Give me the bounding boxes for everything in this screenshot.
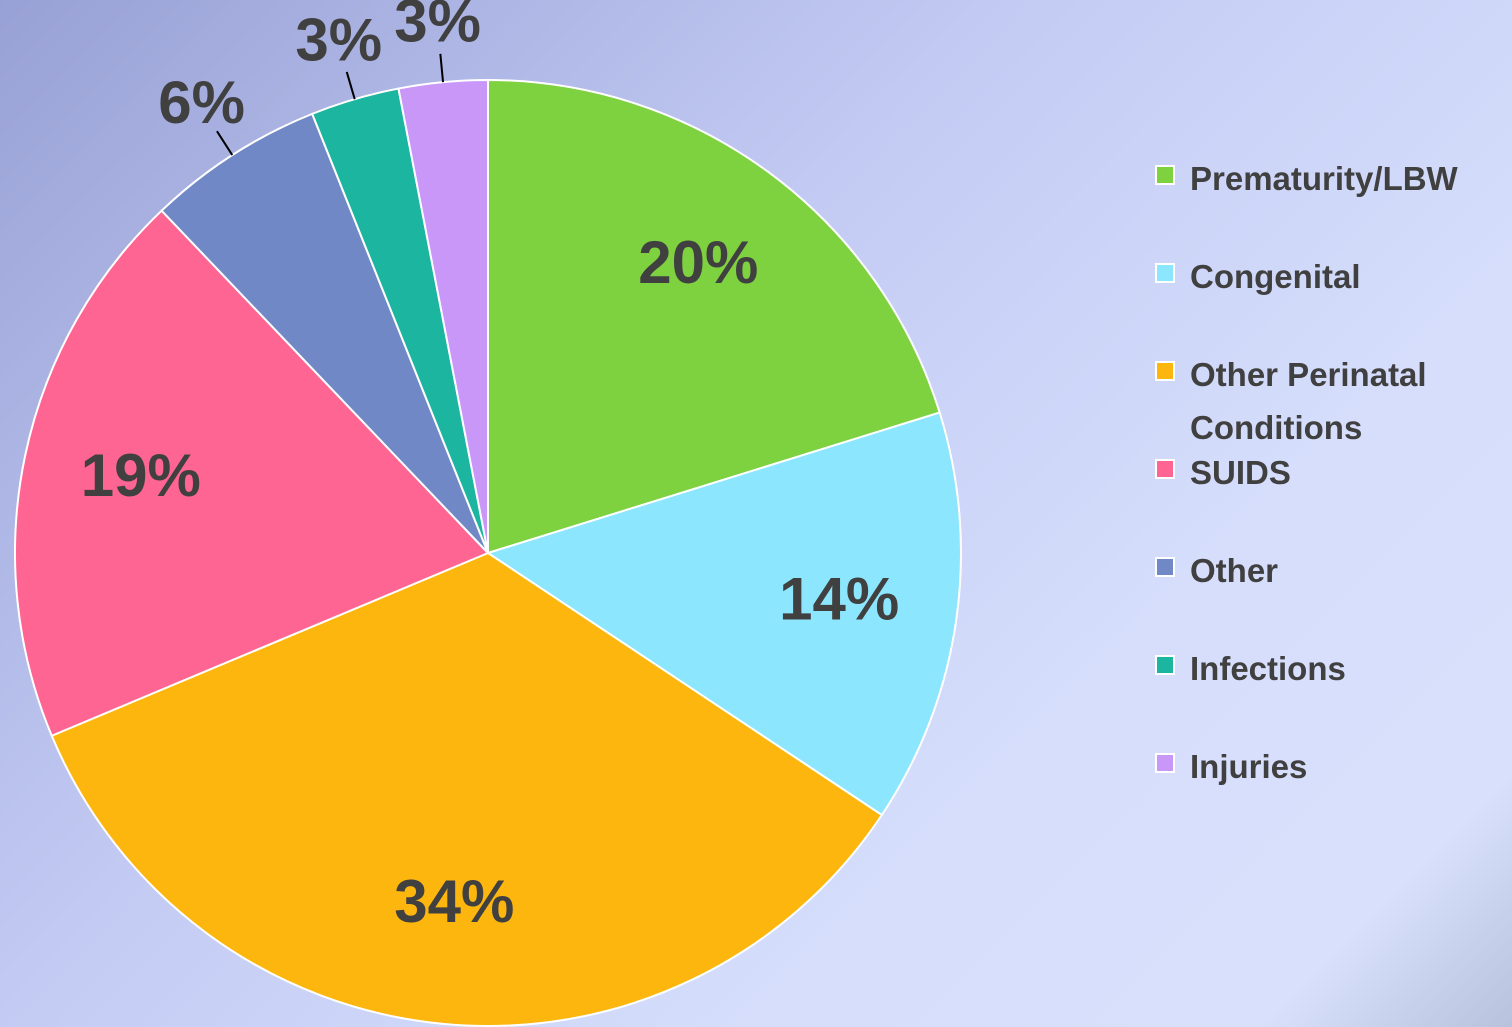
value-label: 3% — [295, 7, 382, 74]
legend-item: Prematurity/LBW — [1155, 152, 1495, 250]
legend-item: Congenital — [1155, 250, 1495, 348]
pie-slice — [14, 209, 490, 738]
legend-item: Other — [1155, 544, 1495, 642]
pie-slice — [50, 551, 884, 1027]
legend-swatch — [1155, 165, 1175, 185]
pie-slice — [397, 78, 489, 554]
legend-swatch — [1155, 655, 1175, 675]
legend-item: Other Perinatal Conditions — [1155, 348, 1495, 446]
legend-item: Infections — [1155, 642, 1495, 740]
legend-swatch — [1155, 459, 1175, 479]
leader-line — [216, 130, 234, 156]
pie-slice — [485, 411, 962, 817]
value-label: 19% — [81, 442, 201, 509]
leader-line — [439, 53, 445, 83]
legend-label: Congenital — [1190, 258, 1361, 295]
legend-label: Other — [1190, 552, 1279, 589]
pie-slice — [487, 78, 941, 555]
legend-label: Other Perinatal Conditions — [1190, 356, 1427, 446]
value-label: 14% — [779, 565, 899, 632]
legend-label: Prematurity/LBW — [1190, 160, 1458, 197]
legend-label: Injuries — [1190, 748, 1308, 785]
legend-label: Infections — [1190, 650, 1346, 687]
legend-swatch — [1155, 361, 1175, 381]
value-label: 6% — [158, 69, 245, 136]
legend-label: SUIDS — [1190, 454, 1291, 491]
legend: Prematurity/LBW Congenital Other Perinatal… — [1155, 152, 1495, 838]
legend-swatch — [1155, 753, 1175, 773]
leader-line — [345, 71, 356, 100]
legend-item: Injuries — [1155, 740, 1495, 838]
value-label: 20% — [638, 229, 758, 296]
value-label: 34% — [394, 868, 514, 935]
legend-item: SUIDS — [1155, 446, 1495, 544]
value-label: 3% — [394, 0, 481, 54]
pie-slice — [160, 112, 489, 554]
legend-swatch — [1155, 263, 1175, 283]
legend-swatch — [1155, 557, 1175, 577]
